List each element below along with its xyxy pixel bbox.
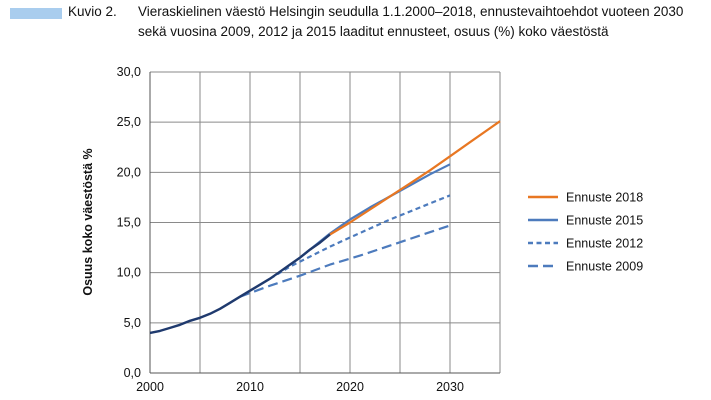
series-line-ennuste-2012 <box>269 194 451 280</box>
series-line-observed <box>149 233 331 335</box>
x-tick-label: 2030 <box>436 380 464 394</box>
legend-label: Ennuste 2015 <box>566 214 643 228</box>
legend: Ennuste 2018 Ennuste 2015 Ennuste 2012 Ennu… <box>528 191 643 274</box>
y-tick-label: 15,0 <box>117 216 141 230</box>
series-line-ennuste-2015 <box>299 163 451 259</box>
series-line-ennuste-2009 <box>239 224 451 298</box>
caption-marker <box>10 8 62 19</box>
y-tick-label: 25,0 <box>117 115 141 129</box>
series-lines <box>149 120 501 335</box>
y-tick-labels: 0,0 5,0 10,0 15,0 20,0 25,0 30,0 <box>117 65 141 380</box>
legend-label: Ennuste 2018 <box>566 191 643 205</box>
legend-label: Ennuste 2009 <box>566 260 643 274</box>
legend-label: Ennuste 2012 <box>566 237 643 251</box>
y-axis-label: Osuus koko väestöstä % <box>81 148 95 295</box>
y-tick-label: 30,0 <box>117 65 141 79</box>
axes <box>149 72 500 374</box>
x-tick-label: 2020 <box>336 380 364 394</box>
x-tick-label: 2000 <box>136 380 164 394</box>
grid-lines <box>149 71 501 374</box>
y-tick-label: 5,0 <box>124 316 141 330</box>
y-tick-label: 10,0 <box>117 266 141 280</box>
caption-text: Vieraskielinen väestö Helsingin seudulla… <box>138 4 684 39</box>
series-line-ennuste-2018 <box>329 120 501 236</box>
x-tick-label: 2010 <box>236 380 264 394</box>
y-tick-label: 0,0 <box>124 366 141 380</box>
y-tick-label: 20,0 <box>117 165 141 179</box>
x-tick-labels: 2000 2010 2020 2030 <box>136 380 464 394</box>
caption-number: Kuvio 2. <box>68 4 117 19</box>
